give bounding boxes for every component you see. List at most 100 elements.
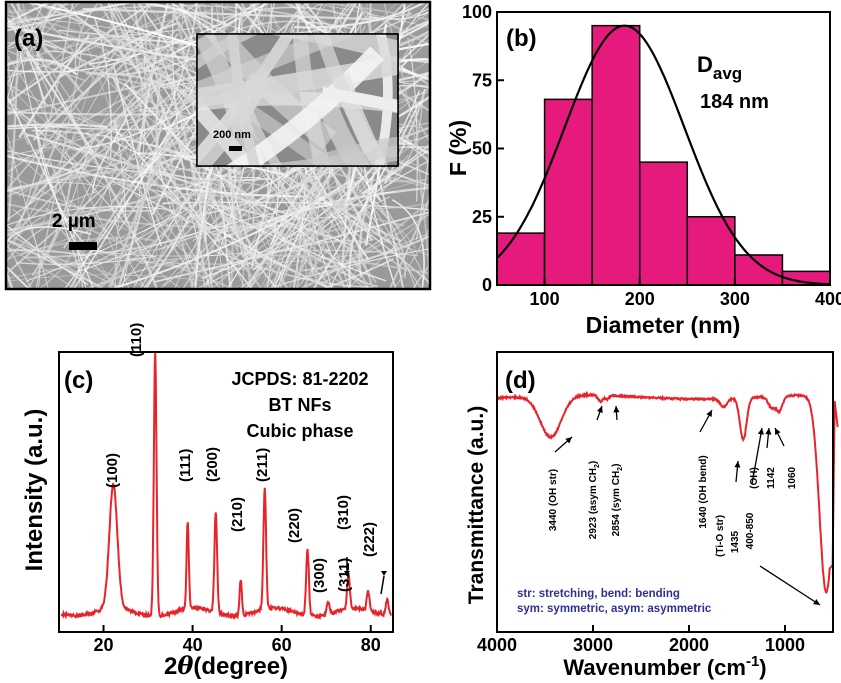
fiber-strand [6, 137, 96, 238]
fiber-strand [114, 93, 145, 289]
fiber-strand [7, 2, 20, 222]
legend-line-1: str: stretching, bend: bending [517, 588, 680, 600]
peak-label: (311) [336, 558, 353, 592]
fiber-strand [207, 203, 352, 246]
fiber-strand [6, 2, 122, 108]
fiber-strand [197, 95, 256, 166]
y-tick-label: 0 [482, 275, 492, 295]
fiber-strand [6, 124, 75, 130]
band-arrow-head [597, 406, 603, 413]
band-label-2854-close: ) [611, 464, 622, 467]
fiber-strand [294, 2, 428, 29]
band-label-2854-text: 2854 (sym CH [611, 471, 622, 537]
fiber-strand [259, 219, 379, 288]
fiber-strand [225, 46, 385, 166]
fiber-strand [383, 88, 427, 185]
peak-arrow-head [344, 571, 350, 576]
x-label-prefix: 2 [164, 653, 177, 680]
y-axis-ticks: 0 25 50 75 100 [462, 2, 504, 295]
annotation-jcpds: JCPDS: 81-2202 [231, 369, 368, 389]
fiber-strand [16, 31, 88, 289]
fiber-strand [197, 34, 358, 100]
fiber-strand [6, 2, 59, 88]
peak-label: (210) [229, 497, 246, 532]
fiber-strand [393, 225, 430, 289]
fiber-strand [357, 2, 430, 144]
band-label-2923: 2923 (asym CH2) [588, 461, 601, 539]
fiber-strand [49, 161, 84, 289]
fiber-strand [12, 2, 151, 245]
peak-label: (211) [254, 448, 271, 482]
inset-fiber-texture [197, 34, 398, 166]
band-arrow-head [565, 437, 572, 444]
y-tick-label: 50 [472, 139, 492, 159]
panel-d: 4000 3000 2000 1000 (d) 3440 (OH str) 2923 … [465, 351, 839, 680]
histogram-bar [638, 161, 689, 286]
fiber-strand [343, 2, 430, 47]
theta-symbol: θ [177, 651, 193, 680]
fiber-strand [6, 92, 201, 157]
fiber-strand [83, 259, 178, 289]
fiber-strand [144, 164, 214, 289]
band-arrows [554, 405, 821, 606]
fiber-strand [229, 243, 344, 289]
band-label-tio-str: (Ti-O str) [715, 515, 726, 557]
x-tick-label: 2000 [669, 635, 709, 655]
peak-label: (300) [311, 558, 328, 593]
fiber-strand [300, 178, 423, 210]
fiber-strand [295, 155, 409, 289]
fiber-strand [6, 14, 167, 78]
fiber-strand [6, 249, 88, 257]
fiber-strand [6, 193, 179, 235]
ftir-spectrum-line [496, 390, 839, 594]
fiber-strand [113, 2, 197, 140]
fiber-strand [315, 235, 430, 279]
inset-frame [196, 33, 399, 167]
band-label-2923-sub: 2 [594, 464, 601, 468]
fiber-strand [95, 192, 187, 289]
band-label-400-850: 400-850 [745, 512, 756, 549]
band-arrow-head [613, 406, 620, 413]
x-tick-label: 3000 [573, 635, 613, 655]
histogram-bar [543, 98, 593, 286]
fiber-strand [6, 2, 92, 14]
fiber-strand [82, 59, 143, 168]
x-label-suffix: (degree) [193, 653, 288, 680]
fiber-strand [158, 216, 353, 251]
fiber-strand [91, 118, 128, 193]
x-tick-label: 200 [625, 289, 655, 309]
fiber-strand [136, 2, 159, 256]
band-label-2923-text: 2923 (asym CH [588, 468, 599, 539]
fiber-strand [348, 177, 382, 289]
band-label-1060: 1060 [787, 466, 798, 489]
davg-annotation: Davg [697, 52, 742, 83]
peak-label: (110) [128, 323, 145, 357]
panel-b-label: (b) [506, 25, 537, 52]
fiber-strand [38, 252, 72, 289]
x-axis-label: 2θ(degree) [164, 651, 288, 680]
y-tick-label: 25 [472, 207, 492, 227]
y-tick-label: 75 [472, 70, 492, 90]
fiber-strand [53, 2, 140, 73]
xrd-pattern-line [60, 352, 392, 621]
fiber-strand [373, 199, 406, 279]
band-arrow [751, 427, 763, 485]
annotation-bt-nfs: BT NFs [269, 395, 332, 415]
y-axis-label: Intensity (a.u.) [21, 409, 48, 572]
fiber-strand [6, 2, 154, 105]
fiber-strand [6, 231, 106, 289]
band-arrow [759, 565, 821, 606]
band-arrow-head [813, 599, 820, 605]
band-label-1435: 1435 [730, 530, 741, 553]
fiber-strand [6, 58, 78, 76]
x-tick-label: 40 [183, 635, 203, 655]
inset-scale-label: 200 nm [213, 129, 251, 141]
histogram-bar [496, 232, 546, 286]
fiber-strand [178, 141, 279, 289]
fiber-strand [388, 195, 430, 289]
x-axis-ticks: 20 40 60 80 [94, 625, 381, 655]
x-label-close: ) [759, 655, 766, 680]
fiber-strand [317, 190, 405, 227]
